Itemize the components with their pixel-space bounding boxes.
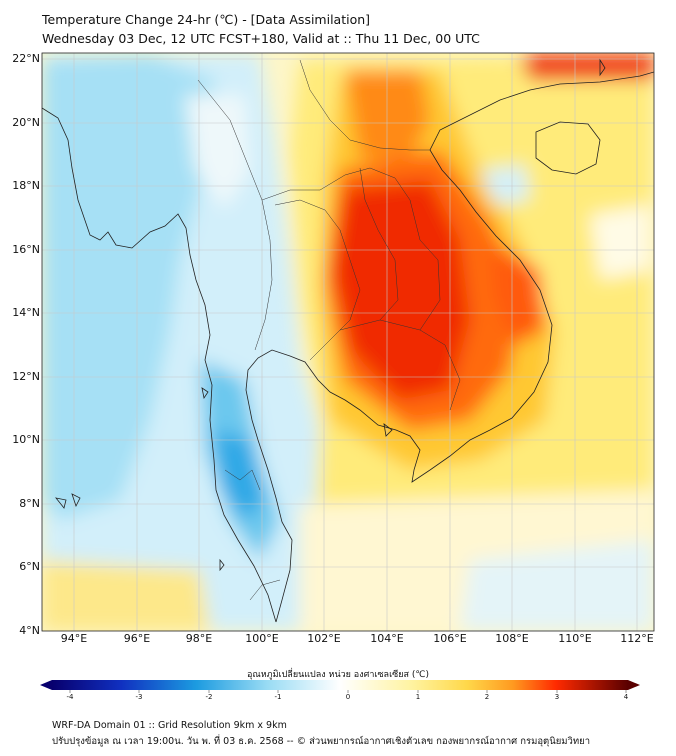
coastlines bbox=[42, 58, 654, 623]
colorbar-tick: 0 bbox=[345, 693, 351, 701]
lat-label: 6°N bbox=[19, 560, 40, 573]
lat-label: 12°N bbox=[12, 370, 40, 383]
colorbar bbox=[40, 680, 640, 693]
lat-label: 22°N bbox=[12, 52, 40, 65]
borders bbox=[197, 59, 461, 601]
lon-label: 96°E bbox=[123, 632, 151, 645]
colorbar-gradient bbox=[52, 680, 628, 690]
colorbar-tick: -3 bbox=[135, 693, 143, 701]
footer-credit: ปรับปรุงข้อมูล ณ เวลา 19:00น. วัน พ. ที่… bbox=[52, 736, 591, 747]
colorbar-tick: 2 bbox=[484, 693, 490, 701]
colorbar-tick: -1 bbox=[274, 693, 282, 701]
lon-label: 106°E bbox=[433, 632, 467, 645]
lat-label: 4°N bbox=[19, 624, 40, 637]
footer-model-info: WRF-DA Domain 01 :: Grid Resolution 9km … bbox=[52, 720, 287, 731]
temperature-field bbox=[42, 53, 654, 631]
lon-label: 94°E bbox=[60, 632, 88, 645]
colorbar-title: อุณหภูมิเปลี่ยนแปลง หน่วย องศาเซลเซียส (… bbox=[246, 670, 430, 680]
map-subtitle: Wednesday 03 Dec, 12 UTC FCST+180, Valid… bbox=[42, 31, 480, 46]
lat-label: 20°N bbox=[12, 116, 40, 129]
lon-label: 108°E bbox=[495, 632, 529, 645]
lon-label: 98°E bbox=[185, 632, 213, 645]
colorbar-tick: 3 bbox=[554, 693, 560, 701]
lon-label: 112°E bbox=[620, 632, 654, 645]
lat-label: 8°N bbox=[19, 497, 40, 510]
lat-label: 18°N bbox=[12, 179, 40, 192]
lon-label: 104°E bbox=[370, 632, 404, 645]
colorbar-tick: -4 bbox=[66, 693, 74, 701]
colorbar-tick: 1 bbox=[415, 693, 421, 701]
colorbar-tick: -2 bbox=[205, 693, 213, 701]
lat-label: 10°N bbox=[12, 433, 40, 446]
map-title: Temperature Change 24-hr (℃) - [Data Ass… bbox=[42, 12, 371, 27]
lat-label: 16°N bbox=[12, 243, 40, 256]
graticule bbox=[42, 53, 654, 631]
colorbar-max-arrow bbox=[628, 680, 640, 690]
lon-label: 110°E bbox=[558, 632, 592, 645]
lon-label: 102°E bbox=[307, 632, 341, 645]
map-frame bbox=[41, 52, 655, 632]
lon-label: 100°E bbox=[245, 632, 279, 645]
colorbar-tick: 4 bbox=[623, 693, 629, 701]
lat-label: 14°N bbox=[12, 306, 40, 319]
colorbar-min-arrow bbox=[40, 680, 52, 690]
